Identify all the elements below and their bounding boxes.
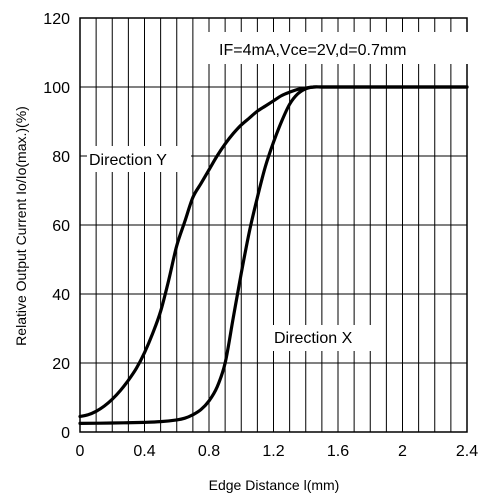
curves bbox=[78, 85, 469, 425]
y-tick-label: 80 bbox=[52, 149, 70, 166]
y-tick-label: 0 bbox=[61, 425, 70, 442]
y-tick-label: 40 bbox=[52, 287, 70, 304]
x-tick-label: 1.6 bbox=[327, 443, 349, 460]
x-tick-label: 2.4 bbox=[456, 443, 478, 460]
condition-annotation: IF=4mA,Vce=2V,d=0.7mm bbox=[219, 42, 407, 59]
label-box-direction-x bbox=[270, 325, 376, 351]
x-tick-labels: 0 0.4 0.8 1.2 1.6 2 2.4 bbox=[76, 443, 479, 460]
y-tick-label: 20 bbox=[52, 356, 70, 373]
y-tick-label: 120 bbox=[43, 11, 70, 28]
x-tick-label: 2 bbox=[398, 443, 407, 460]
x-tick-label: 1.2 bbox=[262, 443, 284, 460]
x-tick-label: 0 bbox=[76, 443, 85, 460]
plot-frame bbox=[79, 17, 468, 433]
y-axis-label: Relative Output Current Io/Io(max.)(%) bbox=[13, 106, 29, 346]
y-tick-label: 60 bbox=[52, 218, 70, 235]
annotation-box bbox=[206, 32, 468, 64]
label-direction-x: Direction X bbox=[274, 330, 353, 347]
label-direction-y: Direction Y bbox=[89, 152, 167, 169]
x-axis-label: Edge Distance l(mm) bbox=[209, 477, 340, 493]
series-line-direction-x bbox=[78, 85, 469, 425]
y-tick-labels: 0 20 40 60 80 100 120 bbox=[43, 11, 70, 442]
x-tick-label: 0.4 bbox=[133, 443, 155, 460]
grid bbox=[80, 18, 467, 432]
y-tick-label: 100 bbox=[43, 80, 70, 97]
x-tick-label: 0.8 bbox=[198, 443, 220, 460]
label-box-direction-y bbox=[87, 146, 191, 172]
